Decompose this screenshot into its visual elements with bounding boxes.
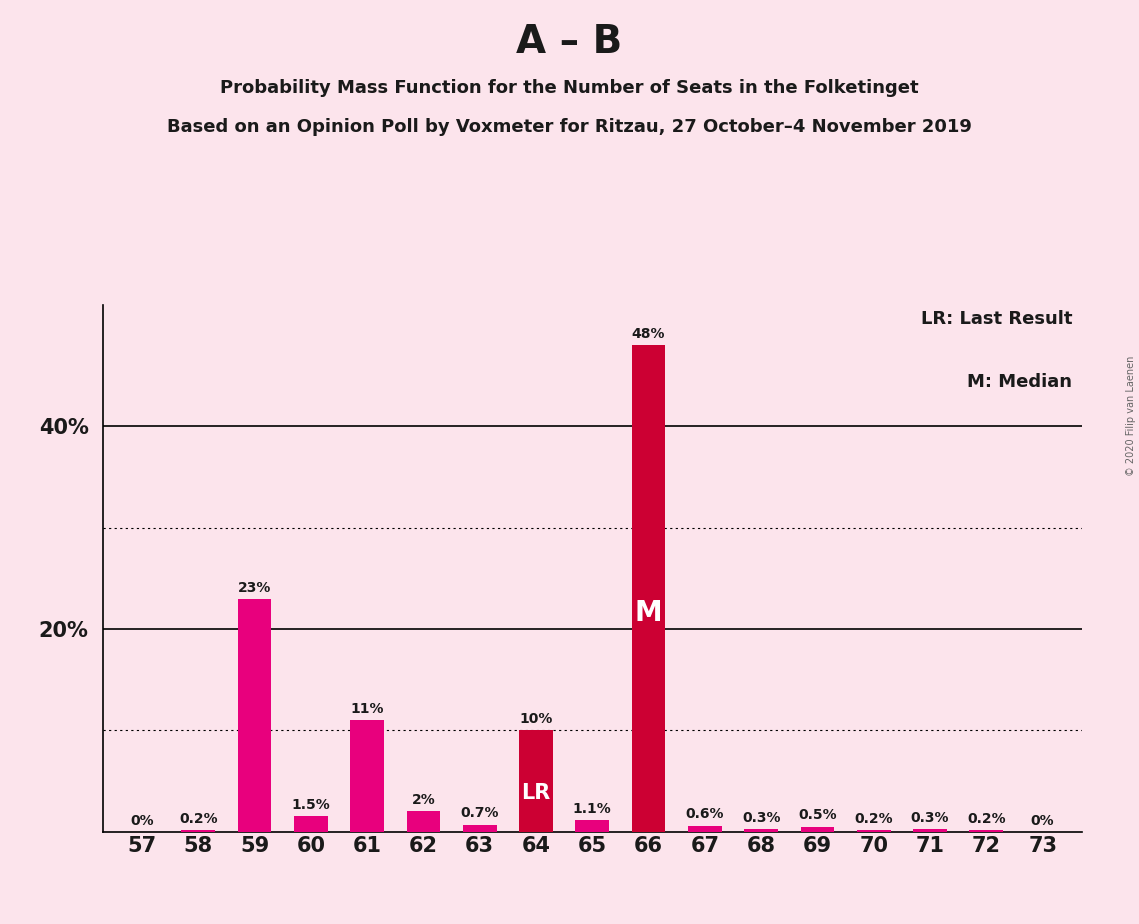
Text: 0.2%: 0.2% — [967, 811, 1006, 825]
Text: 0.2%: 0.2% — [854, 811, 893, 825]
Text: M: Median: M: Median — [967, 373, 1072, 392]
Text: 1.1%: 1.1% — [573, 802, 612, 817]
Text: 0.3%: 0.3% — [741, 810, 780, 824]
Bar — [801, 827, 835, 832]
Text: M: M — [634, 599, 663, 626]
Bar — [575, 821, 609, 832]
Text: 0.6%: 0.6% — [686, 808, 724, 821]
Text: 0.2%: 0.2% — [179, 811, 218, 825]
Bar — [688, 825, 722, 832]
Text: Probability Mass Function for the Number of Seats in the Folketinget: Probability Mass Function for the Number… — [220, 79, 919, 96]
Text: © 2020 Filip van Laenen: © 2020 Filip van Laenen — [1126, 356, 1136, 476]
Bar — [632, 346, 665, 832]
Text: 10%: 10% — [519, 712, 552, 726]
Text: 0%: 0% — [1031, 813, 1055, 828]
Text: 2%: 2% — [411, 794, 435, 808]
Text: 0%: 0% — [130, 813, 154, 828]
Text: LR: LR — [522, 784, 550, 803]
Bar — [407, 811, 441, 832]
Bar — [744, 829, 778, 832]
Text: 48%: 48% — [632, 327, 665, 341]
Text: 0.7%: 0.7% — [460, 807, 499, 821]
Bar — [350, 720, 384, 832]
Bar — [969, 830, 1003, 832]
Text: LR: Last Result: LR: Last Result — [920, 310, 1072, 328]
Bar — [462, 824, 497, 832]
Text: 23%: 23% — [238, 580, 271, 595]
Text: A – B: A – B — [516, 23, 623, 61]
Text: 11%: 11% — [351, 702, 384, 716]
Text: 1.5%: 1.5% — [292, 798, 330, 812]
Bar — [294, 817, 328, 832]
Text: 0.3%: 0.3% — [911, 810, 949, 824]
Text: Based on an Opinion Poll by Voxmeter for Ritzau, 27 October–4 November 2019: Based on an Opinion Poll by Voxmeter for… — [167, 118, 972, 136]
Text: 0.5%: 0.5% — [798, 808, 837, 822]
Bar — [238, 599, 271, 832]
Bar — [857, 830, 891, 832]
Bar — [519, 730, 552, 832]
Bar — [181, 830, 215, 832]
Bar — [913, 829, 947, 832]
